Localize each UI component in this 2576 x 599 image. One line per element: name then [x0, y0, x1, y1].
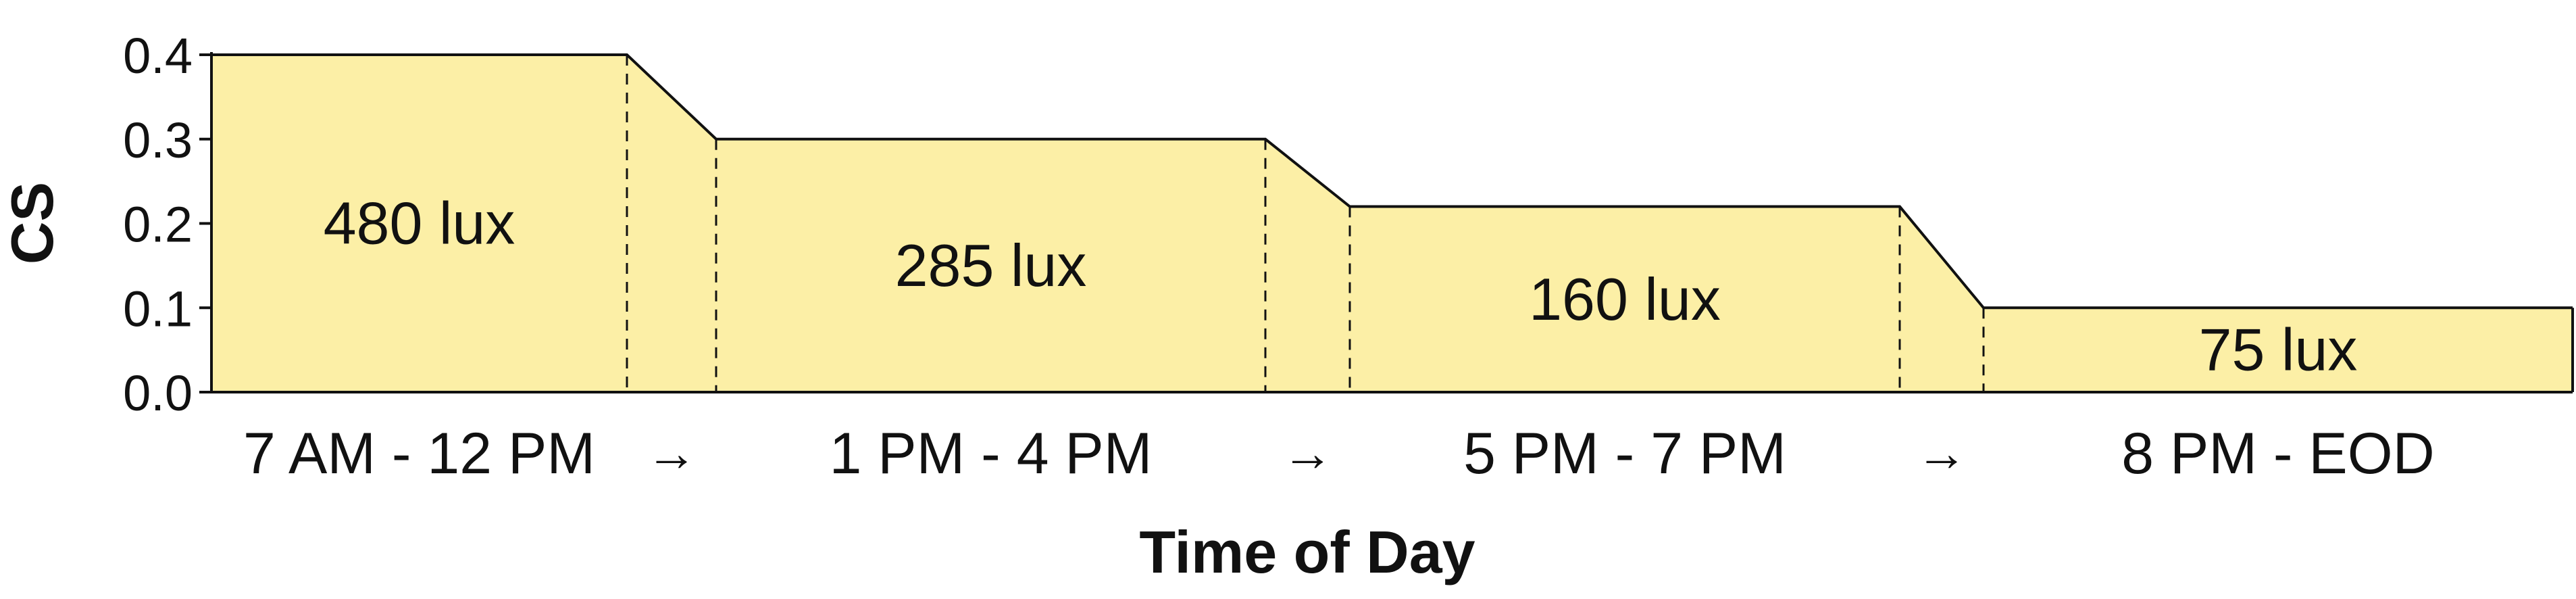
- y-tick-label: 0.2: [123, 197, 193, 253]
- arrow-icon: →: [1282, 425, 1334, 482]
- category-label: 1 PM - 4 PM: [830, 421, 1153, 486]
- lux-data-label: 160 lux: [1529, 266, 1721, 333]
- lux-data-label: 285 lux: [895, 232, 1087, 299]
- lux-data-label: 480 lux: [324, 190, 515, 257]
- y-tick-label: 0.3: [123, 112, 193, 168]
- arrow-icon: →: [1916, 425, 1967, 482]
- y-axis-label: CS: [0, 182, 66, 264]
- x-axis-label: Time of Day: [1139, 519, 1475, 585]
- lux-data-label: 75 lux: [2199, 316, 2358, 383]
- category-label: 5 PM - 7 PM: [1463, 421, 1786, 486]
- y-tick-label: 0.0: [123, 365, 193, 421]
- y-tick-label: 0.4: [123, 28, 193, 84]
- category-label: 7 AM - 12 PM: [243, 421, 595, 486]
- arrow-icon: →: [646, 425, 697, 482]
- category-label: 8 PM - EOD: [2121, 421, 2435, 486]
- y-tick-label: 0.1: [123, 281, 193, 337]
